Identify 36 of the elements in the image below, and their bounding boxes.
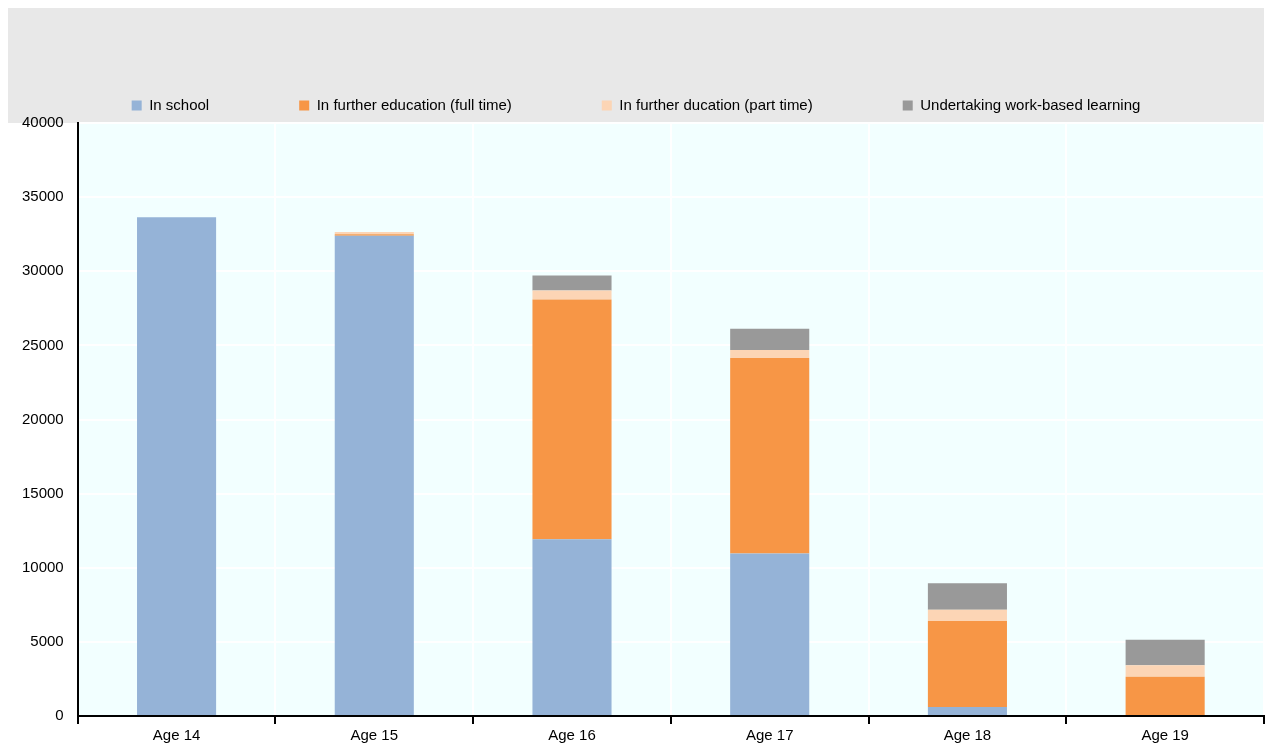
bar (927, 620, 1007, 707)
bar (730, 553, 810, 715)
bar (532, 275, 612, 291)
y-tick-label: 10000 (21, 557, 64, 575)
legend-label: In further education (full time) (316, 95, 512, 113)
y-tick-label: 35000 (21, 187, 64, 205)
y-tick-label: 25000 (21, 335, 64, 353)
legend-label: In school (149, 95, 210, 113)
y-tick-label: 5000 (30, 632, 64, 650)
x-tick-label: Age 19 (1141, 726, 1189, 744)
bar (1125, 676, 1205, 715)
y-tick-label: 0 (55, 706, 64, 724)
y-tick-label: 20000 (21, 409, 64, 427)
bar (1125, 665, 1205, 677)
bar (532, 539, 612, 715)
bar (927, 609, 1007, 621)
bar (927, 706, 1007, 715)
bar (730, 357, 810, 554)
legend-label: Undertaking work-based learning (920, 95, 1141, 113)
bar (730, 349, 810, 358)
x-tick-label: Age 16 (548, 726, 596, 744)
bar (137, 217, 217, 715)
bar (1125, 639, 1205, 666)
x-tick-label: Age 18 (943, 726, 992, 744)
y-tick-label: 40000 (21, 113, 64, 131)
y-tick-label: 30000 (21, 261, 64, 279)
bar (334, 235, 414, 715)
bar (927, 583, 1007, 610)
bar (532, 299, 612, 540)
x-tick-label: Age 17 (745, 726, 794, 744)
bar (532, 290, 612, 300)
x-tick-label: Age 15 (350, 726, 399, 744)
legend-label: In further ducation (part time) (619, 95, 813, 113)
x-tick-label: Age 14 (152, 726, 201, 744)
y-tick-label: 15000 (21, 483, 64, 501)
bar (730, 328, 810, 350)
